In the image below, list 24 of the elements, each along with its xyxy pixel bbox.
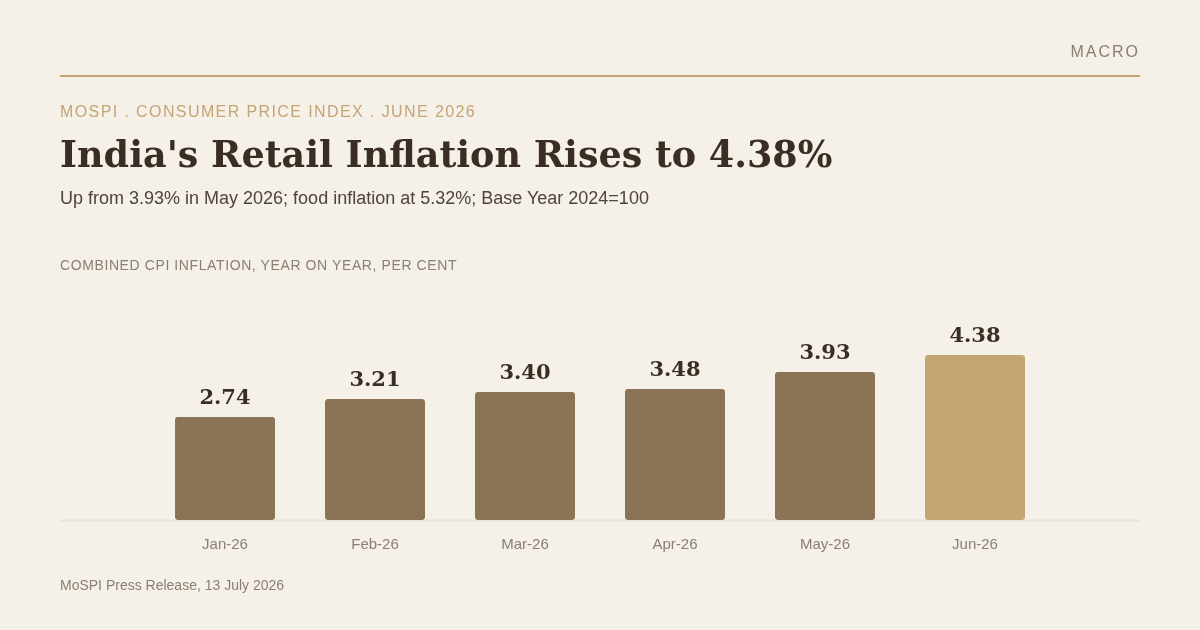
text: MOSPI . CONSUMER PRICE INDEX . JUNE 2026 (60, 103, 477, 120)
data-label: 3.21 (349, 366, 401, 392)
bar (325, 399, 425, 520)
bar (175, 416, 275, 520)
x-tick-label: May-26 (799, 534, 851, 552)
data-label: 2.74 (199, 383, 251, 409)
x-tick-label: Jan-26 (202, 534, 248, 552)
text: COMBINED CPI INFLATION, YEAR ON YEAR, PER CENT (60, 257, 458, 273)
chart-subtitle: Up from 3.93% in May 2026; food inflation at 5.32%; Base Year 2024=100 (60, 188, 649, 208)
x-tick-label: Apr-26 (652, 534, 698, 552)
x-tick-label: Feb-26 (351, 534, 399, 552)
chart-title: India's Retail Inflation Rises to 4.38% (60, 133, 833, 176)
text: MACRO (1070, 43, 1140, 60)
x-tick-label: Jun-26 (952, 534, 998, 552)
text: MoSPI Press Release, 13 July 2026 (60, 577, 285, 593)
bar (475, 391, 575, 520)
data-label: 3.40 (499, 358, 551, 384)
bar (775, 371, 875, 520)
data-label: 3.93 (799, 338, 851, 364)
bar (625, 388, 725, 520)
data-label: 3.48 (649, 355, 701, 381)
data-label: 4.38 (949, 322, 1001, 347)
x-tick-label: Mar-26 (501, 534, 549, 552)
bar (925, 355, 1025, 520)
